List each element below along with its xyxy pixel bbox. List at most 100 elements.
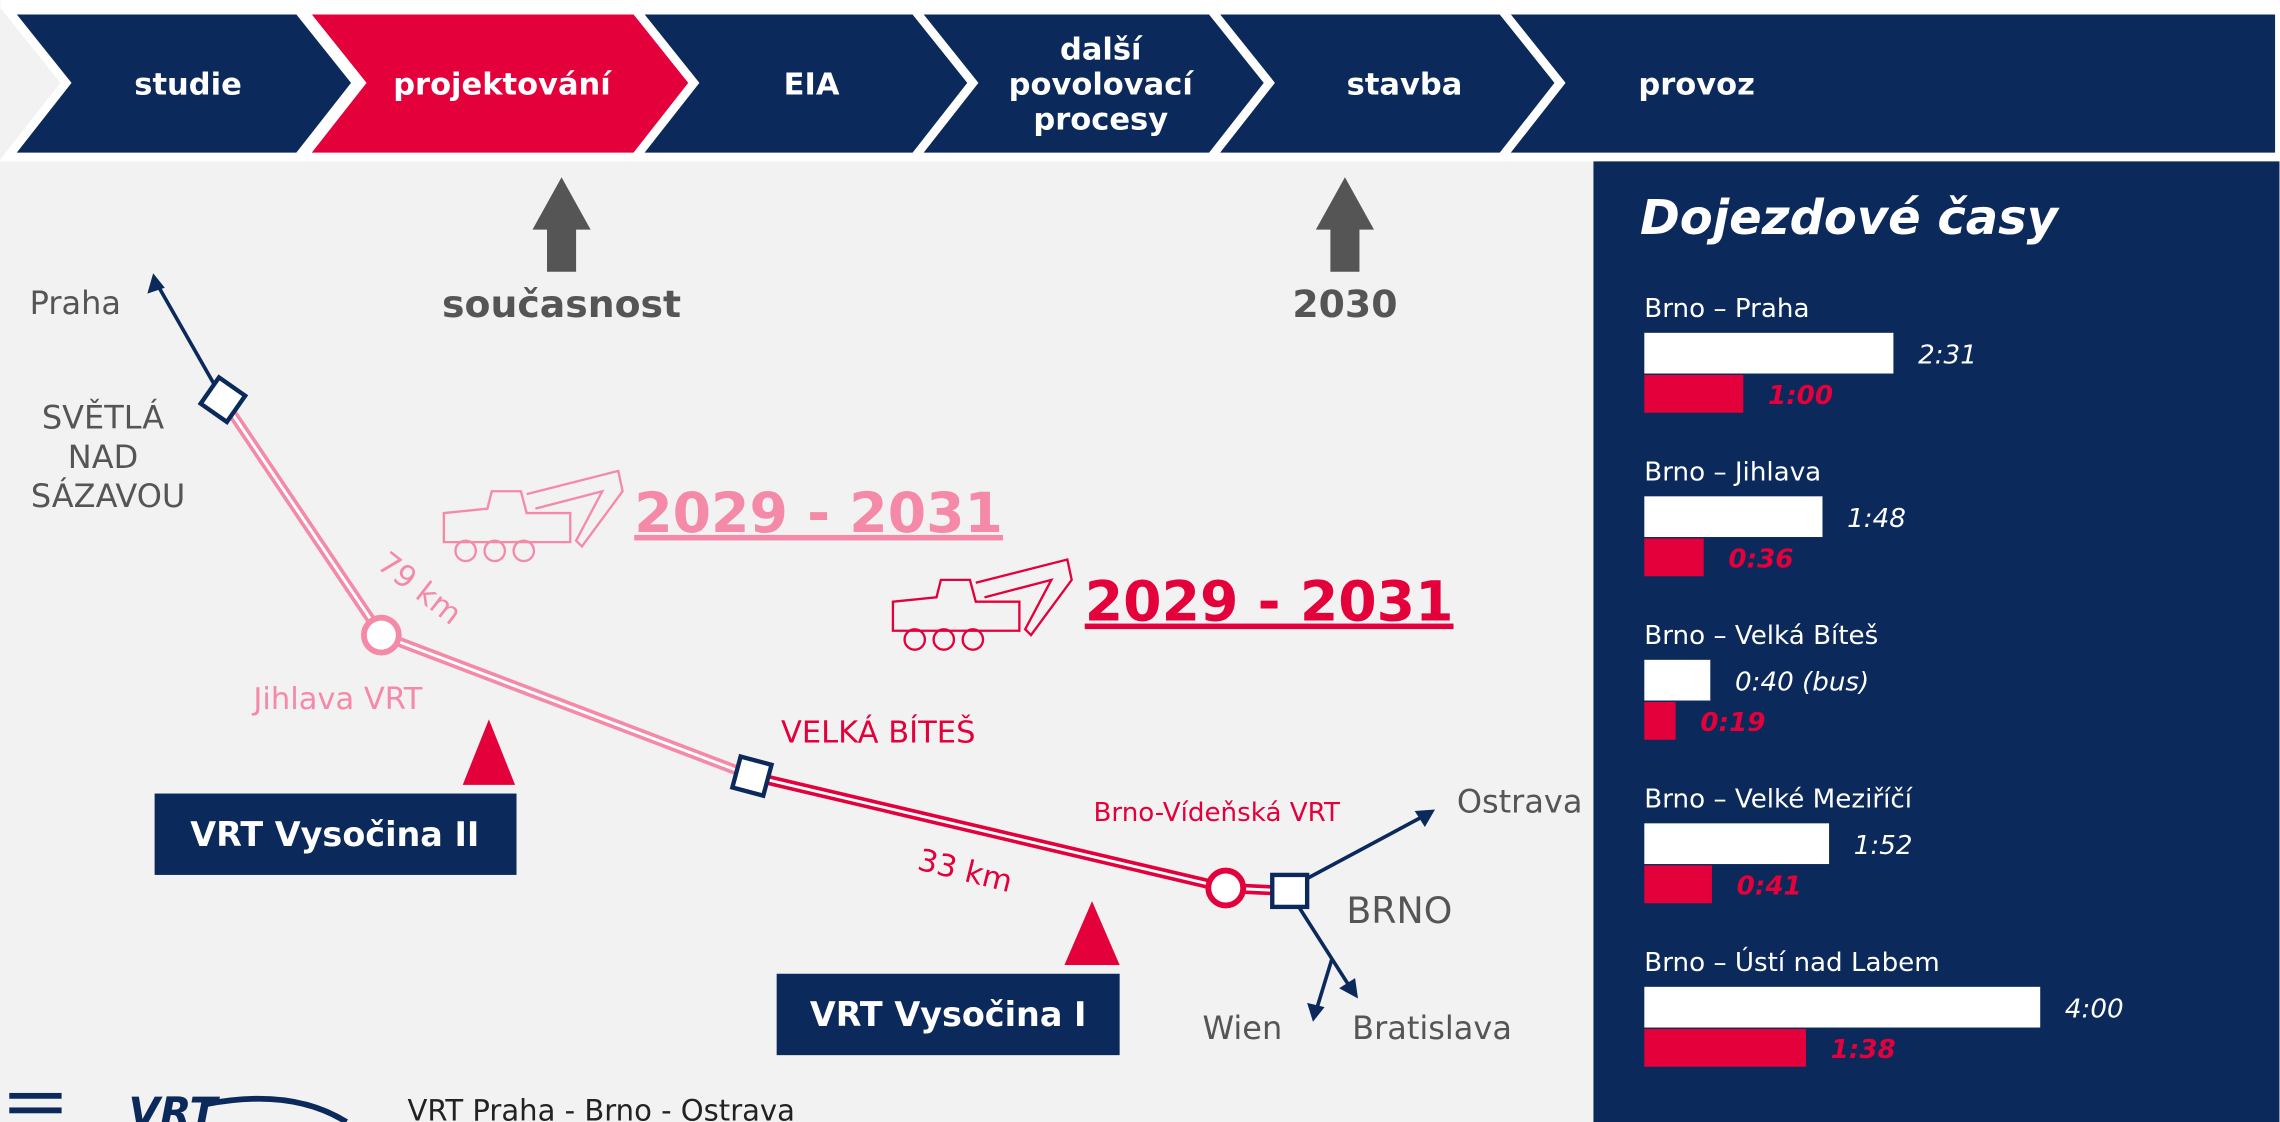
section-box [776,973,1120,1056]
times-panel [1593,145,2280,1122]
step-label: stavba [1347,67,1463,102]
arrowhead [1414,809,1436,827]
logo-bar [9,1092,62,1099]
category-label: Brno – Praha [1644,294,1809,324]
wien-line [1314,958,1334,1013]
section-box [154,793,517,875]
station-label: Brno-Vídeňská VRT [1093,798,1340,828]
route [147,273,1436,1022]
excavator-body [891,558,1073,637]
logo-swoosh [203,1095,349,1122]
excavator-body [442,469,624,549]
bar [1644,659,1711,701]
step-line: EIA [784,67,840,102]
category-label: Brno – Ústí nad Labem [1644,946,1939,978]
value-label: 1:00 [1768,381,1833,411]
praha-line [155,283,225,401]
chart-title: Dojezdové časy [1640,190,2060,246]
arrowhead [1307,1002,1325,1022]
top-strip [0,0,2280,9]
construction-date: 2029 - 2031 [1085,571,1454,635]
value-label: 0:41 [1737,872,1802,902]
city-label: Wien [1202,1009,1282,1047]
label-line: SÁZAVOU [31,477,185,515]
label-line: NAD [68,438,138,476]
value-label: 0:19 [1700,708,1765,738]
bar [1644,986,2041,1028]
step-line: povolovací [1009,67,1195,102]
station-label: Jihlava VRT [251,682,422,717]
station [1270,872,1310,910]
excavator [442,469,624,563]
excavator [891,558,1073,651]
city-label: Ostrava [1457,782,1583,820]
step-line: projektování [393,67,612,102]
logo: VRT [9,1088,349,1122]
logo-bar [9,1107,62,1114]
stop [1205,867,1247,909]
section-marker [1064,901,1120,966]
station [197,374,249,425]
step-label: studie [134,67,241,102]
wheel [483,539,507,563]
marker-label: současnost [442,282,681,326]
value-label: 0:40 (bus) [1735,667,1869,697]
section-label: VRT Vysočina II [190,815,479,854]
station-label: VELKÁ BÍTEŠ [781,714,975,751]
bar [1644,374,1744,413]
step-line: stavba [1347,67,1463,102]
bar [1644,332,1894,374]
value-label: 4:00 [2065,994,2124,1024]
value-label: 1:48 [1847,504,1906,534]
step-label: provoz [1638,67,1754,102]
wheel [932,628,956,651]
bar [1644,1028,1806,1067]
bar [1644,496,1823,538]
step-chevron [1492,5,2280,162]
arrowhead [147,273,165,294]
wheel [454,539,477,563]
label-line: SVĚTLÁ [42,399,164,437]
bratislava-line [1295,903,1353,990]
wheel [903,628,927,651]
city-label: Praha [30,284,121,322]
bar [1644,701,1676,740]
step-label: další povolovací procesy [1009,33,1195,138]
section-marker [462,719,516,785]
value-label: 0:36 [1728,545,1793,575]
arrowhead [1339,978,1359,999]
step-line: procesy [1033,102,1168,137]
wheel [961,628,985,651]
bar [1644,865,1712,904]
category-label: Brno – Velké Meziříčí [1644,784,1912,814]
wheel [512,539,536,563]
timeline-arrows [532,177,1374,272]
bar [1644,823,1830,865]
footer: VRT Praha - Brno - Ostrava [408,1094,795,1122]
step-line: další [1060,33,1143,68]
arrow-2030 [1315,177,1374,272]
value-label: 1:52 [1854,831,1913,861]
city-label: BRNO [1346,889,1452,932]
value-label: 2:31 [1918,340,1977,370]
station [729,753,775,799]
stop [360,614,402,656]
station-label: SVĚTLÁ NAD SÁZAVOU [31,399,185,515]
category-label: Brno – Velká Bíteš [1644,621,1878,651]
ostrava-line [1304,813,1426,881]
bar [1644,538,1704,577]
city-label: Bratislava [1352,1009,1512,1047]
construction-date: 2029 - 2031 [634,482,1003,546]
step-label: projektování [393,67,612,102]
value-label: 1:38 [1831,1035,1896,1065]
section-label: VRT Vysočina I [810,995,1087,1034]
arrow-now [532,177,591,272]
bar-chart: Brno – Praha 2:31 1:00 Brno – Jihlava 1:48 0:… [1644,294,2124,1067]
category-label: Brno – Jihlava [1644,457,1821,487]
step-line: provoz [1638,67,1754,102]
marker-label: 2030 [1292,282,1397,326]
process-steps: studie projektování EIA další povolovací proc… [0,5,2280,162]
step-label: EIA [784,67,840,102]
